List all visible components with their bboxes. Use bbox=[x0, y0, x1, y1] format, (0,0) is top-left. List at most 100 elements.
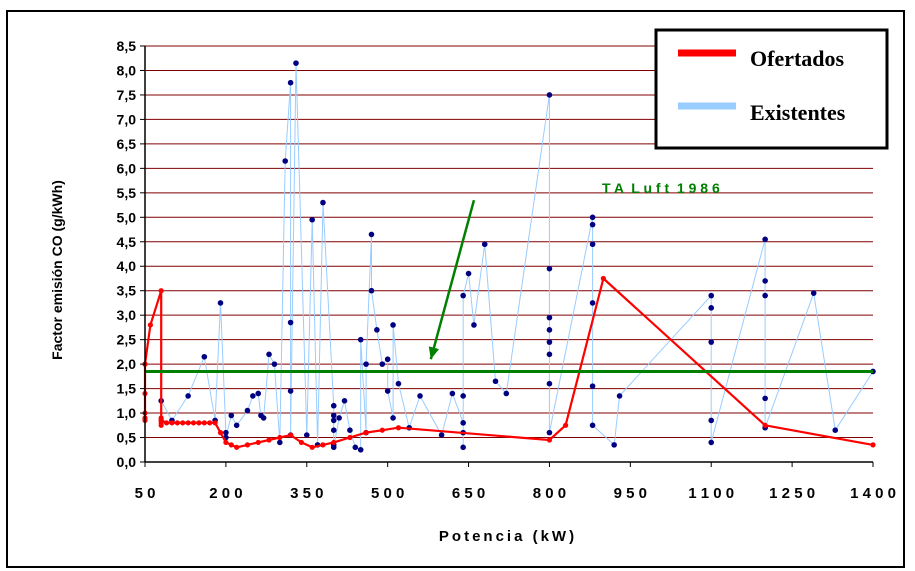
annotation-arrow-head bbox=[428, 346, 440, 360]
existentes-point bbox=[708, 417, 715, 424]
existentes-point bbox=[347, 427, 353, 433]
existentes-point bbox=[293, 60, 299, 66]
ofertados-point bbox=[158, 288, 164, 294]
x-axis-title: Potencia (kW) bbox=[439, 528, 577, 545]
y-tick-label: 6,0 bbox=[117, 160, 137, 176]
annotation-arrow-line bbox=[429, 199, 476, 360]
x-tick-label: 9 5 0 bbox=[614, 485, 647, 502]
existentes-point bbox=[708, 339, 715, 345]
existentes-point bbox=[546, 265, 553, 272]
existentes-point bbox=[330, 402, 337, 409]
ta-luft-label: T A L u f t 1 9 8 6 bbox=[602, 180, 720, 196]
x-tick-label: 1 2 5 0 bbox=[769, 485, 815, 502]
axes: 0,0 0,5 1,0 1,5 2,0 2,5 3,0 3,5 4,0 4,5 5,0 5,5 6,0 6… bbox=[117, 38, 896, 502]
existentes-point bbox=[589, 241, 596, 248]
existentes-point bbox=[390, 322, 396, 328]
ofertados-series bbox=[142, 275, 876, 450]
ofertados-point bbox=[158, 417, 164, 423]
existentes-point bbox=[287, 319, 294, 326]
ofertados-point bbox=[762, 422, 768, 428]
existentes-point bbox=[708, 305, 715, 311]
existentes-point bbox=[287, 79, 294, 86]
legend: Ofertados Existentes bbox=[654, 28, 889, 150]
y-tick-label: 8,0 bbox=[117, 62, 137, 78]
existentes-point bbox=[708, 439, 715, 446]
ofertados-point bbox=[266, 437, 272, 443]
ofertados-point bbox=[169, 420, 175, 426]
existentes-point bbox=[762, 395, 768, 402]
existentes-point bbox=[368, 287, 375, 294]
ofertados-point bbox=[207, 420, 213, 426]
y-tick-label: 4,5 bbox=[117, 234, 137, 250]
existentes-point bbox=[287, 388, 294, 394]
existentes-point bbox=[832, 427, 839, 433]
ofertados-point bbox=[347, 434, 353, 441]
x-tick-label: 8 0 0 bbox=[533, 485, 566, 502]
ofertados-point bbox=[277, 434, 283, 441]
x-tick-label: 3 5 0 bbox=[290, 485, 323, 502]
existentes-line bbox=[160, 63, 874, 451]
existentes-point bbox=[546, 351, 553, 358]
ofertados-point bbox=[288, 432, 294, 438]
ta-luft-reference bbox=[145, 199, 873, 373]
existentes-point bbox=[303, 432, 310, 438]
existentes-point bbox=[390, 415, 396, 421]
existentes-point bbox=[708, 292, 715, 299]
ofertados-point bbox=[600, 275, 606, 282]
existentes-point bbox=[546, 380, 553, 387]
ofertados-point bbox=[180, 420, 186, 426]
ofertados-point bbox=[331, 439, 337, 446]
ofertados-point bbox=[244, 442, 251, 448]
y-tick-label: 0,0 bbox=[117, 454, 137, 470]
y-tick-label: 4,0 bbox=[117, 258, 137, 274]
existentes-point bbox=[266, 351, 272, 358]
existentes-point bbox=[271, 361, 278, 367]
ofertados-point bbox=[870, 442, 876, 448]
existentes-point bbox=[546, 314, 553, 321]
y-tick-label: 2,0 bbox=[117, 356, 137, 372]
grid bbox=[145, 45, 873, 439]
existentes-point bbox=[471, 322, 477, 328]
existentes-point bbox=[438, 432, 445, 438]
ofertados-point bbox=[190, 420, 197, 426]
existentes-point bbox=[589, 422, 596, 429]
existentes-point bbox=[762, 236, 768, 243]
existentes-point bbox=[374, 327, 380, 333]
existentes-point bbox=[546, 327, 553, 333]
legend-label-ofertados: Ofertados bbox=[750, 46, 845, 71]
existentes-point bbox=[546, 92, 553, 98]
ofertados-point bbox=[217, 430, 224, 436]
ofertados-point bbox=[309, 444, 315, 450]
existentes-point bbox=[352, 444, 359, 451]
ofertados-point bbox=[174, 420, 180, 426]
ofertados-point bbox=[255, 439, 261, 446]
existentes-point bbox=[341, 398, 348, 404]
existentes-point bbox=[330, 427, 337, 433]
existentes-point bbox=[330, 412, 337, 419]
existentes-point bbox=[589, 214, 596, 221]
x-tick-label: 1 1 0 0 bbox=[688, 485, 734, 502]
y-tick-label: 0,5 bbox=[117, 430, 137, 446]
existentes-point bbox=[546, 429, 553, 436]
existentes-point bbox=[449, 390, 456, 397]
existentes-point bbox=[223, 429, 229, 436]
x-tick-label: 5 0 bbox=[135, 485, 156, 502]
existentes-point bbox=[465, 270, 472, 277]
existentes-point bbox=[320, 199, 326, 206]
y-tick-label: 3,5 bbox=[117, 283, 137, 299]
existentes-point bbox=[244, 407, 251, 414]
existentes-point bbox=[589, 221, 596, 228]
y-tick-label: 5,5 bbox=[117, 185, 137, 201]
ofertados-point bbox=[563, 422, 569, 428]
ofertados-point bbox=[196, 420, 202, 426]
ofertados-point bbox=[320, 442, 326, 448]
ofertados-point bbox=[223, 439, 229, 446]
existentes-point bbox=[217, 300, 224, 306]
existentes-point bbox=[250, 393, 256, 399]
ofertados-point bbox=[395, 425, 402, 431]
y-tick-label: 6,5 bbox=[117, 136, 137, 152]
y-tick-label: 5,0 bbox=[117, 209, 137, 225]
y-tick-label: 3,0 bbox=[117, 307, 137, 323]
existentes-point bbox=[589, 300, 596, 306]
